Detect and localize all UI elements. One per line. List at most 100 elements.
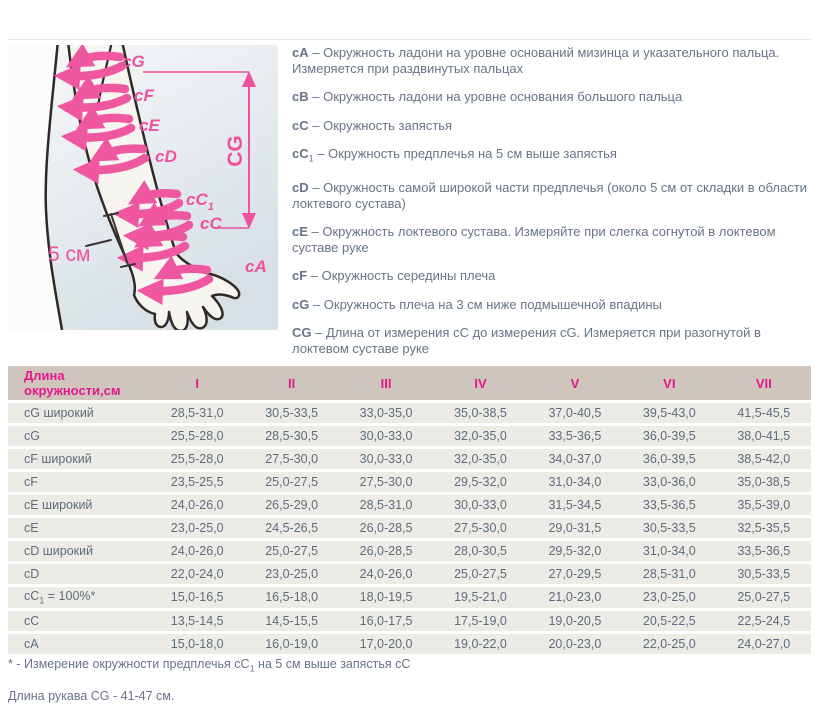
measurement-text: – Окружность плеча на 3 см ниже подмышеч… xyxy=(309,296,662,312)
range-cell: 21,0-23,0 xyxy=(527,587,623,608)
label-cD: cD xyxy=(155,147,177,166)
measurement-description: cB – Окружность ладони на уровне основан… xyxy=(292,89,812,105)
range-cell: 25,0-27,5 xyxy=(244,472,339,492)
torso-silhouette xyxy=(8,40,62,330)
row-label: cA xyxy=(8,633,150,654)
measurement-description: CG – Длина от измерения cC до измерения … xyxy=(292,325,812,356)
table-row: cA 15,0-18,0 16,0-19,0 17,0-20,0 19,0-22,0 20… xyxy=(8,633,811,654)
label-cF: cF xyxy=(134,86,154,105)
range-cell: 39,5-43,0 xyxy=(622,403,717,423)
size-column-I: I xyxy=(150,366,245,400)
range-cell: 14,5-15,5 xyxy=(244,610,339,631)
range-cell: 15,0-16,5 xyxy=(150,587,245,608)
measurement-key: cC xyxy=(292,117,309,133)
range-cell: 36,0-39,5 xyxy=(622,426,717,446)
range-cell: 30,5-33,5 xyxy=(716,564,811,584)
range-cell: 41,5-45,5 xyxy=(716,403,811,423)
range-cell: 18,0-19,5 xyxy=(338,587,434,608)
band-cG xyxy=(53,43,127,91)
range-cell: 24,0-26,0 xyxy=(338,564,434,584)
range-cell: 28,5-30,5 xyxy=(244,426,339,446)
size-column-II: II xyxy=(244,366,339,400)
size-column-VI: VI xyxy=(622,366,717,400)
size-column-IV: IV xyxy=(433,366,528,400)
row-label: cF широкий xyxy=(8,449,150,469)
range-cell: 30,0-33,0 xyxy=(338,426,434,446)
range-cell: 32,0-35,0 xyxy=(433,449,528,469)
range-cell: 25,0-27,5 xyxy=(716,587,811,608)
table-row: cE широкий 24,0-26,0 26,5-29,0 28,5-31,0 30,… xyxy=(8,495,811,515)
measurement-descriptions: cA – Окружность ладони на уровне основан… xyxy=(292,45,812,369)
measurement-guide-section: CG 5 см cG cF cE cD cC1 cC cA xyxy=(8,39,812,369)
table-row: cE 23,0-25,0 24,5-26,5 26,0-28,5 27,5-30,0 29… xyxy=(8,518,811,538)
table-row: cF широкий 25,5-28,0 27,5-30,0 30,0-33,0 32,… xyxy=(8,449,811,469)
range-cell: 27,5-30,0 xyxy=(433,518,528,538)
range-cell: 33,5-36,5 xyxy=(716,541,811,561)
measurement-text: – Окружность середины плеча xyxy=(307,268,496,284)
range-cell: 37,0-40,5 xyxy=(527,403,623,423)
table-row: cC 13,5-14,5 14,5-15,5 16,0-17,5 17,5-19,0 19… xyxy=(8,610,811,631)
measurement-key: CG xyxy=(292,325,312,341)
offset-label: 5 см xyxy=(48,243,90,266)
range-cell: 19,0-20,5 xyxy=(527,610,623,631)
size-column-III: III xyxy=(338,366,434,400)
cg-arrow-up xyxy=(242,71,256,87)
row-label: cE широкий xyxy=(8,495,150,515)
range-cell: 35,0-38,5 xyxy=(433,403,528,423)
size-table-head: Длина окружности,см I II III IV V VI VII xyxy=(8,366,811,400)
measurement-description: cE – Окружность локтевого сустава. Измер… xyxy=(292,224,812,255)
range-cell: 27,5-30,0 xyxy=(244,449,339,469)
measurement-key: cA xyxy=(292,45,309,60)
range-cell: 13,5-14,5 xyxy=(150,610,245,631)
range-cell: 16,0-17,5 xyxy=(338,610,434,631)
range-cell: 36,0-39,5 xyxy=(622,449,717,469)
table-row: cD широкий 24,0-26,0 25,0-27,5 26,0-28,5 28,… xyxy=(8,541,811,561)
range-cell: 19,5-21,0 xyxy=(433,587,528,608)
measurement-description: cD – Окружность самой широкой части пред… xyxy=(292,180,812,211)
size-column-V: V xyxy=(527,366,623,400)
measurement-text: – Окружность предплечья на 5 см выше зап… xyxy=(313,146,617,161)
size-table-header-row: Длина окружности,см I II III IV V VI VII xyxy=(8,366,811,400)
range-cell: 19,0-22,0 xyxy=(433,633,528,654)
band-cB xyxy=(116,223,190,272)
range-cell: 28,5-31,0 xyxy=(338,495,434,515)
table-row: cG 25,5-28,0 28,5-30,5 30,0-33,0 32,0-35,0 33… xyxy=(8,426,811,446)
range-cell: 24,0-27,0 xyxy=(716,633,811,654)
range-cell: 29,0-31,5 xyxy=(527,518,623,538)
row-label: cC1 = 100%* xyxy=(8,587,150,608)
measurement-description: cG – Окружность плеча на 3 см ниже подмы… xyxy=(292,297,812,313)
measurement-text: – Окружность ладони на уровне оснований … xyxy=(292,45,780,76)
measurement-text: – Длина от измерения cC до измерения cG.… xyxy=(292,325,761,356)
range-cell: 38,5-42,0 xyxy=(716,449,811,469)
measurement-key: cE xyxy=(292,224,308,240)
cg-dimension-label: CG xyxy=(224,135,247,167)
range-cell: 24,5-26,5 xyxy=(244,518,339,538)
range-cell: 35,0-38,5 xyxy=(716,472,811,492)
size-table-header-label: Длина окружности,см xyxy=(8,366,150,400)
measurement-key: cC xyxy=(292,146,309,161)
range-cell: 27,5-30,0 xyxy=(338,472,434,492)
range-cell: 26,0-28,5 xyxy=(338,518,434,538)
measurement-key: cF xyxy=(292,268,308,284)
footnote-asterisk: * - Измерение окружности предплечья cC1 … xyxy=(8,657,411,674)
cg-arrow-down xyxy=(242,213,256,229)
range-cell: 24,0-26,0 xyxy=(150,541,245,561)
range-cell: 29,5-32,0 xyxy=(433,472,528,492)
table-row: cD 22,0-24,0 23,0-25,0 24,0-26,0 25,0-27,5 27… xyxy=(8,564,811,584)
measurement-key: cD xyxy=(292,180,309,196)
sleeve-length-note: Длина рукава CG - 41-47 см. xyxy=(8,689,175,703)
range-cell: 30,5-33,5 xyxy=(622,518,717,538)
range-cell: 33,5-36,5 xyxy=(622,495,717,515)
arm-measurement-diagram: CG 5 см cG cF cE cD cC1 cC cA xyxy=(8,39,278,333)
range-cell: 16,5-18,0 xyxy=(244,587,339,608)
size-column-VII: VII xyxy=(716,366,811,400)
range-cell: 15,0-18,0 xyxy=(150,633,245,654)
range-cell: 38,0-41,5 xyxy=(716,426,811,446)
row-label: cE xyxy=(8,518,150,538)
range-cell: 17,0-20,0 xyxy=(338,633,434,654)
measurement-description: cA – Окружность ладони на уровне основан… xyxy=(292,45,812,76)
measurement-text: – Окружность локтевого сустава. Измеряйт… xyxy=(292,224,776,255)
row-label: cC xyxy=(8,610,150,631)
range-cell: 30,5-33,5 xyxy=(244,403,339,423)
label-cG: cG xyxy=(122,52,145,71)
